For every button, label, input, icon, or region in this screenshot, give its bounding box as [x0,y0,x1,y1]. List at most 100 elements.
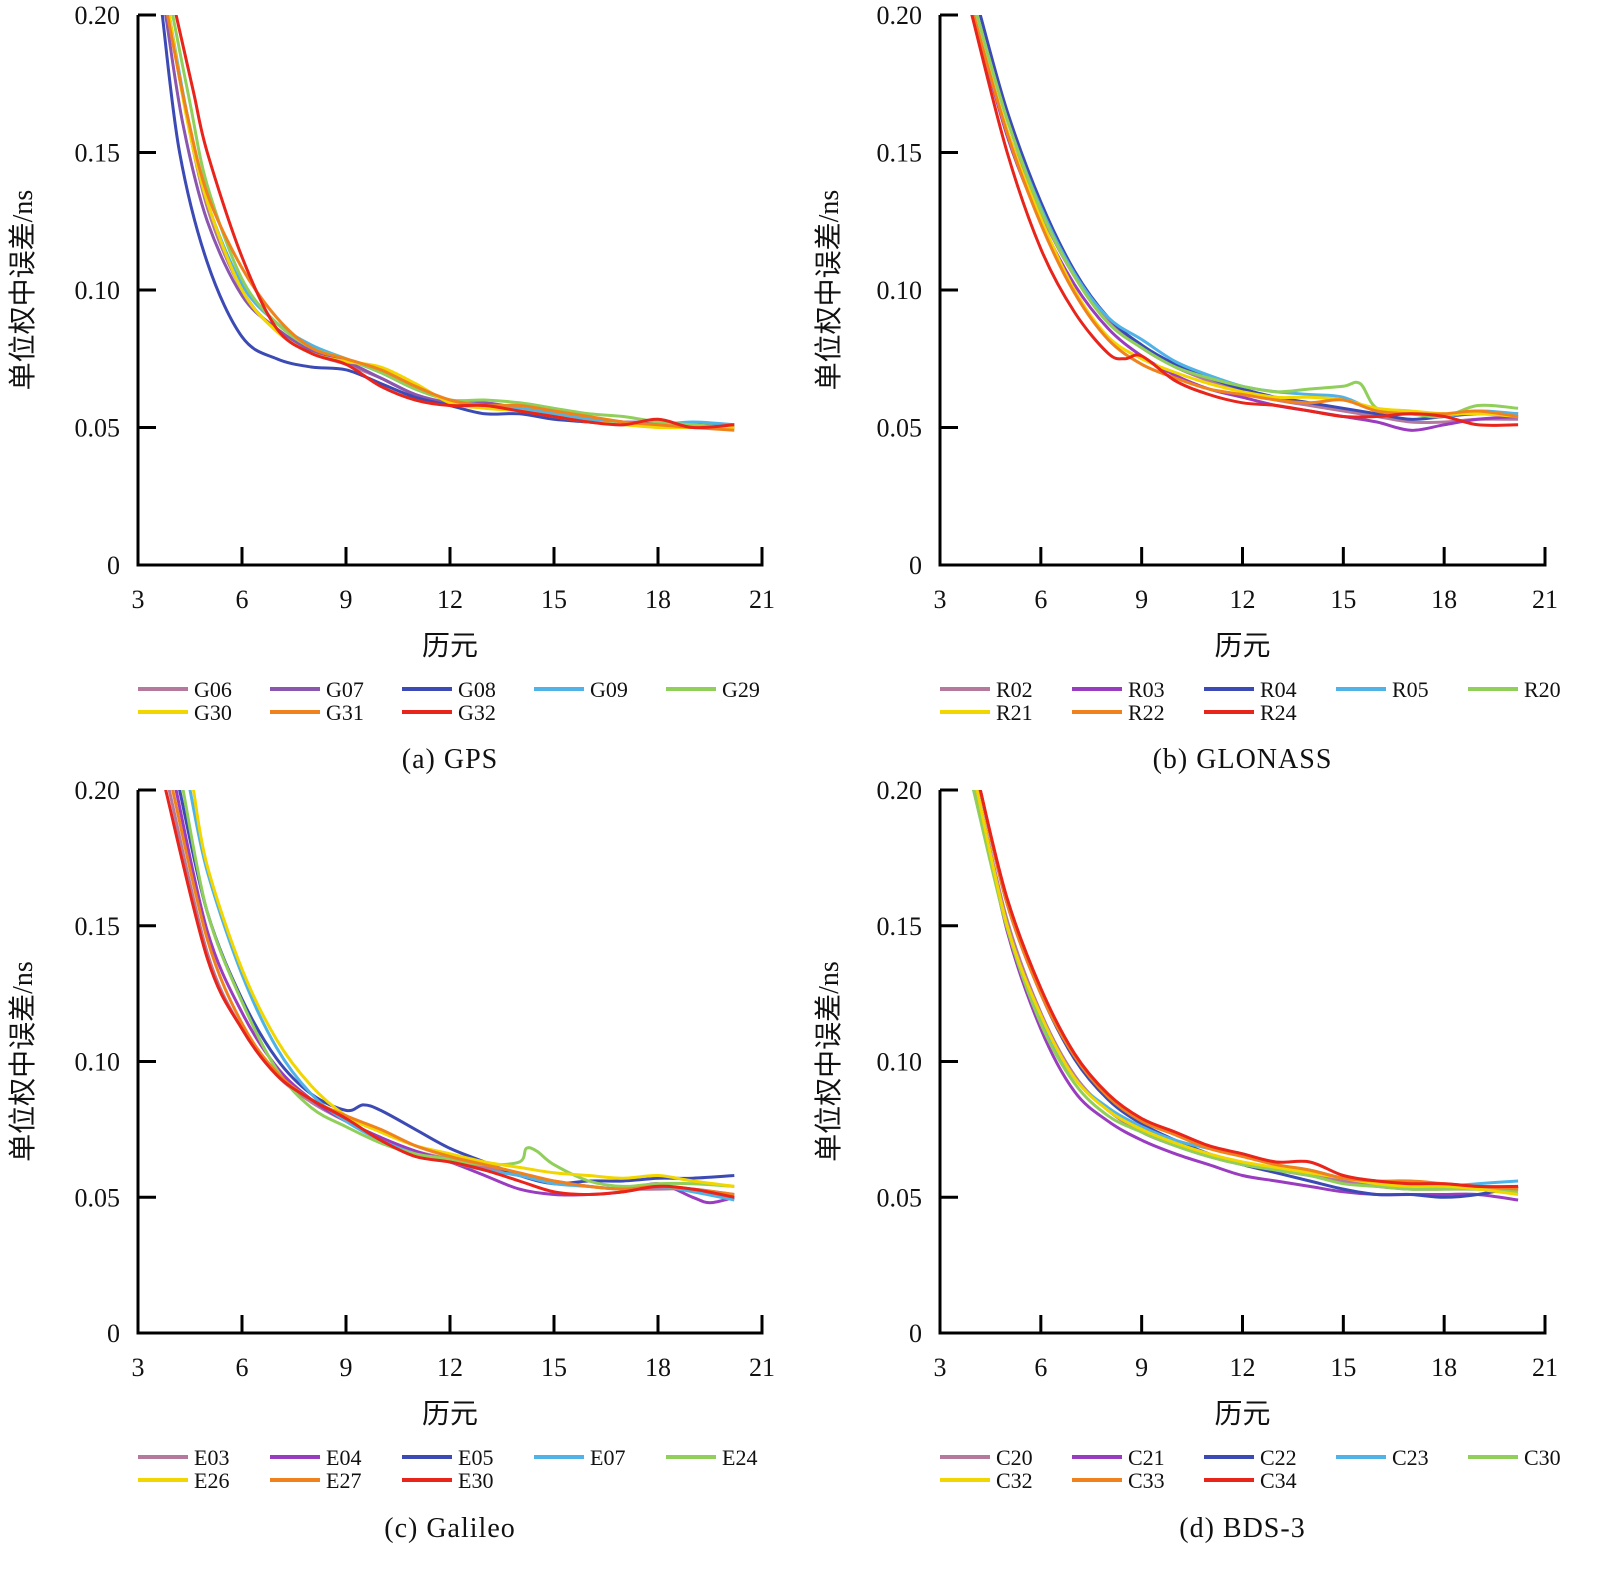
legend-label: G31 [326,700,364,725]
series-line-R21 [972,15,1519,418]
y-tick-label: 0.20 [877,1,923,30]
legend-label: C34 [1260,1468,1297,1493]
y-tick-label: 0 [909,551,922,580]
legend-item-R20: R20 [1468,677,1561,702]
legend-label: G30 [194,700,232,725]
legend-item-G32: G32 [402,700,496,725]
legend-item-E24: E24 [666,1445,757,1470]
legend-item-R22: R22 [1072,700,1165,725]
series-line-G29 [171,15,735,429]
x-tick-label: 3 [934,585,947,614]
series-line-C33 [978,790,1519,1191]
y-tick-label: 0.05 [877,1183,923,1212]
legend-item-G08: G08 [402,677,496,702]
panel-caption: (a) GPS [402,744,498,775]
x-tick-label: 21 [749,1353,775,1382]
legend-item-G29: G29 [666,677,760,702]
series-lines [970,15,1519,432]
series-line-C34 [978,790,1519,1189]
x-tick-label: 3 [132,1353,145,1382]
x-tick-label: 15 [541,585,567,614]
x-tick-label: 18 [645,585,671,614]
legend-label: E03 [194,1445,229,1470]
x-tick-label: 6 [1034,585,1047,614]
x-tick-label: 21 [1532,585,1558,614]
y-tick-label: 0 [107,1319,120,1348]
legend-item-R24: R24 [1204,700,1297,725]
legend-item-C34: C34 [1204,1468,1297,1493]
series-line-R24 [970,15,1519,427]
legend-item-E30: E30 [402,1468,493,1493]
series-line-E27 [171,790,735,1196]
y-tick-label: 0.05 [75,1183,121,1212]
y-tick-label: 0.15 [75,912,121,941]
panel-caption: (b) GLONASS [1153,744,1333,775]
y-tick-label: 0.05 [75,414,121,443]
series-line-G07 [164,15,735,429]
y-axis-label: 单位权中误差/ns [813,190,845,391]
series-line-R20 [975,15,1519,419]
panel-caption: (c) Galileo [384,1513,516,1544]
y-tick-label: 0.15 [877,912,923,941]
y-tick-label: 0.10 [75,276,121,305]
legend-item-R03: R03 [1072,677,1165,702]
panel-2: 0 0.05 0.10 0.15 0.20 3 6 9 12 15 18 21 历元 单位权中误差/ns R… [813,1,1561,775]
x-tick-label: 9 [340,585,353,614]
x-tick-label: 9 [340,1353,353,1382]
x-tick-label: 21 [1532,1353,1558,1382]
series-line-G31 [166,15,735,432]
series-line-C23 [972,790,1519,1189]
x-tick-label: 9 [1135,1353,1148,1382]
legend-item-C33: C33 [1072,1468,1165,1493]
legend-label: G06 [194,677,232,702]
series-line-C32 [975,790,1519,1196]
x-tick-label: 15 [1330,1353,1356,1382]
legend-label: R05 [1392,677,1429,702]
y-tick-label: 0 [107,551,120,580]
legend-item-R21: R21 [940,700,1033,725]
legend-item-E27: E27 [270,1468,361,1493]
x-tick-label: 3 [132,585,145,614]
legend-item-G31: G31 [270,700,364,725]
legend-label: R03 [1128,677,1165,702]
series-line-G30 [167,15,735,430]
legend-label: G08 [458,677,496,702]
x-tick-label: 6 [236,585,249,614]
series-lines [160,15,735,432]
legend-item-E26: E26 [138,1468,229,1493]
legend-label: C32 [996,1468,1033,1493]
legend-label: R04 [1260,677,1297,702]
x-tick-label: 18 [1431,585,1457,614]
legend-item-C23: C23 [1336,1445,1429,1470]
x-axis-label: 历元 [422,1399,478,1430]
series-line-E07 [188,790,735,1202]
x-tick-label: 18 [1431,1353,1457,1382]
y-axis-label: 单位权中误差/ns [813,961,845,1162]
legend-label: R22 [1128,700,1165,725]
legend-item-G07: G07 [270,677,364,702]
legend: R02 R03 R04 R05 R20 R21 R22 R24 [940,677,1561,725]
x-tick-label: 12 [1230,585,1256,614]
legend-label: E05 [458,1445,493,1470]
legend: G06 G07 G08 G09 G29 G30 G31 G32 [138,677,760,725]
x-tick-label: 15 [1330,585,1356,614]
legend-item-C30: C30 [1468,1445,1561,1470]
legend-item-E05: E05 [402,1445,493,1470]
legend-label: E27 [326,1468,361,1493]
legend-label: R02 [996,677,1033,702]
panel-3: 0 0.05 0.10 0.15 0.20 3 6 9 12 15 18 21 历元 单位权中误差/ns E… [7,776,775,1544]
y-tick-label: 0 [909,1319,922,1348]
legend: C20 C21 C22 C23 C30 C32 C33 C34 [940,1445,1561,1493]
series-line-G09 [167,15,735,427]
x-axis-label: 历元 [422,631,478,662]
legend-item-G09: G09 [534,677,628,702]
series-line-R22 [972,15,1519,418]
legend-item-G30: G30 [138,700,232,725]
legend-item-C22: C22 [1204,1445,1297,1470]
y-axis-label: 单位权中误差/ns [7,961,39,1162]
x-axis-label: 历元 [1214,1399,1270,1430]
legend-label: C33 [1128,1468,1165,1493]
x-tick-label: 3 [934,1353,947,1382]
series-line-E04 [174,790,735,1205]
